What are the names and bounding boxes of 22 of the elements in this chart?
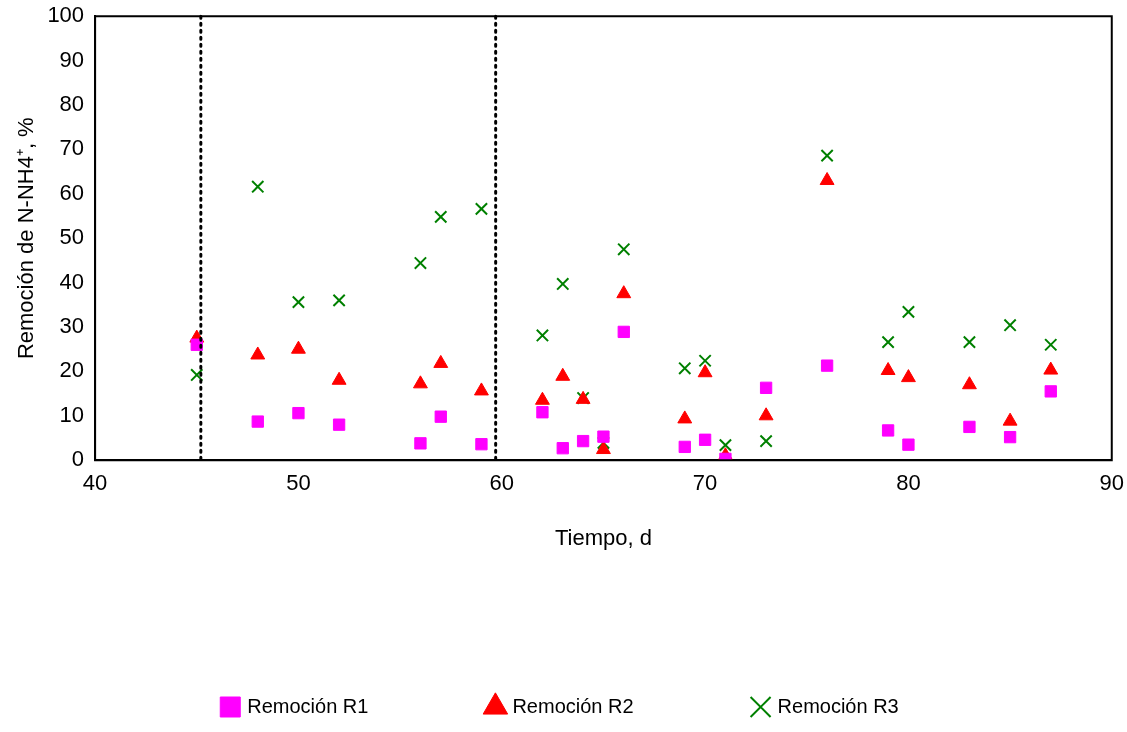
legend-label: Remoción R3	[777, 694, 899, 717]
x-axis-title: Tiempo, d	[554, 524, 652, 550]
y-tick-label: 20	[59, 357, 85, 383]
y-tick-label: 100	[47, 2, 85, 28]
y-tick-label: 10	[59, 401, 85, 427]
y-tick-label: 0	[71, 446, 85, 472]
x-tick-label: 80	[896, 470, 921, 496]
legend-label: Remoción R1	[247, 694, 369, 717]
y-tick-label: 60	[59, 179, 85, 205]
x-tick-label: 40	[82, 470, 108, 496]
x-tick-label: 90	[1099, 470, 1125, 496]
legend-label: Remoción R2	[512, 694, 634, 717]
y-axis-title: Remoción de N-NH4⁺, %	[13, 117, 39, 360]
x-tick-label: 50	[286, 470, 311, 496]
y-tick-label: 70	[59, 135, 85, 161]
x-tick-label: 70	[692, 470, 718, 496]
y-tick-label: 30	[59, 313, 85, 339]
y-tick-label: 90	[59, 46, 85, 72]
y-tick-label: 80	[59, 91, 85, 117]
y-tick-label: 40	[59, 268, 85, 294]
x-tick-label: 60	[489, 470, 515, 496]
y-tick-label: 50	[59, 224, 85, 250]
